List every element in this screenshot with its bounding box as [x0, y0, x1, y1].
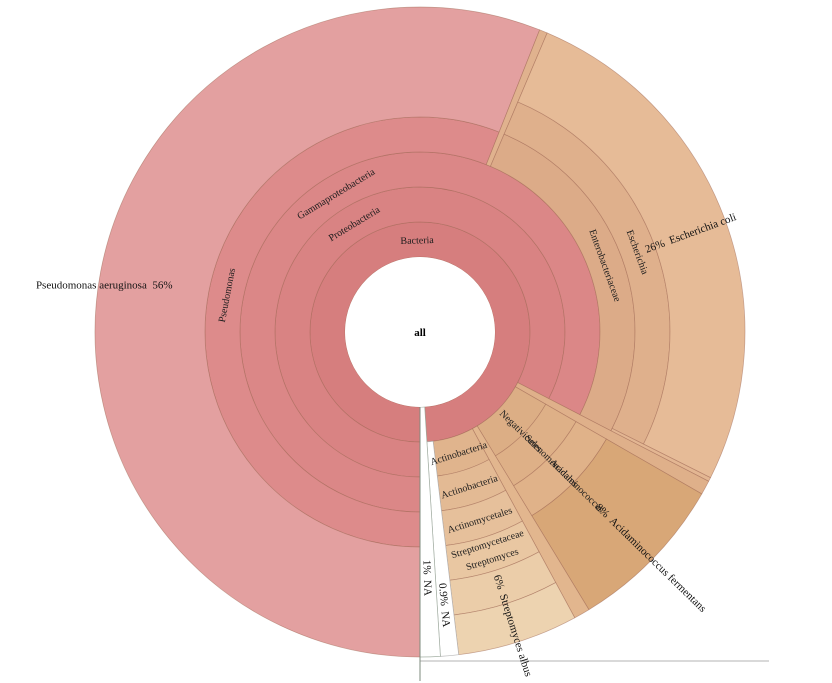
label-bacteria: Bacteria — [400, 235, 434, 247]
center-root-label[interactable]: all — [414, 327, 426, 339]
label-na-root: 1% NA — [420, 560, 433, 596]
callout-lines-layer — [419, 407, 769, 681]
wedge-pseudomonas-aeruginosa[interactable] — [94, 6, 540, 658]
label-pseudomonas-aeruginosa: Pseudomonas aeruginosa 56% — [36, 280, 173, 292]
center-circle[interactable] — [345, 257, 495, 407]
wedges-layer — [94, 6, 746, 658]
wedge-escherichia-coli[interactable] — [517, 32, 746, 479]
label-na-bacteria: 0.9% NA — [436, 583, 452, 628]
